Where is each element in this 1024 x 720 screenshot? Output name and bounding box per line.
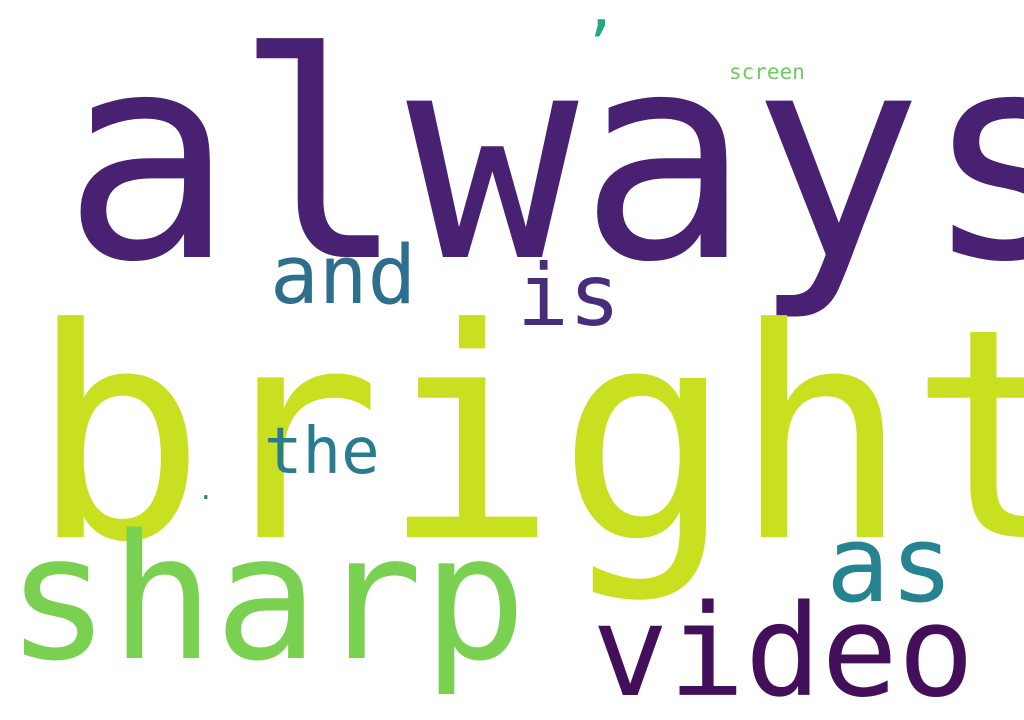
word-and: and: [270, 229, 417, 323]
word-comma: ,: [583, 0, 620, 43]
word-as: as: [826, 503, 954, 626]
word-video: video: [592, 577, 975, 720]
word-bright: bright: [30, 266, 1024, 606]
word-dot: .: [198, 476, 214, 506]
word-screen: screen: [729, 60, 805, 84]
word-always: always: [62, 0, 1024, 325]
word-is: is: [517, 246, 621, 346]
word-sharp: sharp: [6, 497, 527, 699]
word-the: the: [264, 415, 380, 489]
